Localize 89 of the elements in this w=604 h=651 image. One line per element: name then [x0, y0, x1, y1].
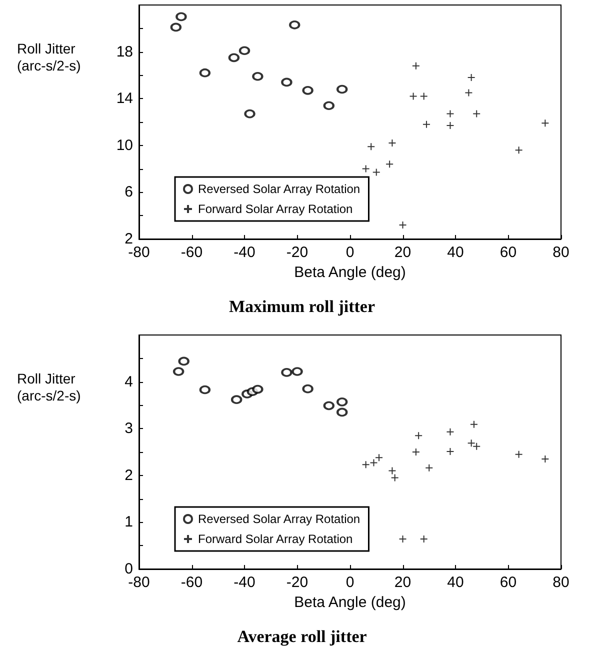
point: [375, 454, 384, 462]
point: [239, 46, 250, 56]
point: [412, 448, 420, 456]
y-tick-label: 14: [116, 90, 133, 108]
point: [446, 428, 454, 436]
point: [467, 74, 476, 82]
point: [372, 168, 380, 176]
point: [178, 356, 190, 366]
y-tick-label: 2: [124, 466, 133, 484]
y-tick-label: 18: [116, 43, 133, 60]
point: [362, 460, 370, 469]
point: [199, 68, 210, 78]
x-axis-title: Beta Angle (deg): [294, 594, 406, 611]
x-tick-label: -60: [180, 574, 203, 591]
x-tick-label: 20: [394, 244, 412, 261]
x-tick-label: -40: [234, 574, 256, 591]
point: [199, 385, 210, 394]
text: Average roll jitter: [237, 627, 368, 646]
point: [281, 368, 292, 377]
point: [541, 119, 550, 128]
point: [386, 160, 394, 168]
point: [231, 395, 242, 404]
y-tick-label: 1: [124, 514, 133, 531]
x-axis-title: Beta Angle (deg): [294, 264, 406, 281]
point: [472, 110, 481, 118]
point: [514, 146, 523, 154]
point: [289, 20, 300, 30]
point: [323, 101, 334, 110]
point: [370, 458, 378, 467]
x-tick-label: -60: [180, 244, 203, 261]
point: [336, 408, 348, 417]
point: [292, 367, 303, 376]
point: [252, 384, 264, 394]
x-tick-label: -20: [286, 244, 308, 261]
legend-label: Reversed Solar Array Rotation: [198, 512, 360, 526]
point: [390, 474, 399, 482]
point: [302, 384, 314, 394]
point: [514, 450, 523, 458]
point: [420, 92, 428, 100]
y-tick-label: 4: [124, 373, 133, 390]
legend-label: Forward Solar Array Rotation: [198, 202, 353, 216]
y-tick-label: 6: [124, 184, 133, 201]
point: [446, 122, 454, 130]
point: [388, 466, 396, 475]
legend-label: Reversed Solar Array Rotation: [198, 182, 360, 196]
point: [336, 84, 348, 94]
point: [422, 120, 430, 128]
point: [244, 109, 256, 118]
x-tick-label: 40: [447, 244, 464, 261]
point: [281, 78, 292, 87]
point: [446, 110, 454, 118]
x-tick-label: -20: [286, 574, 308, 591]
point: [362, 164, 370, 173]
x-tick-label: -40: [234, 244, 256, 261]
point: [425, 464, 434, 472]
x-tick-label: 60: [500, 244, 517, 261]
text: Maximum roll jitter: [228, 297, 376, 316]
point: [414, 432, 423, 440]
point: [446, 448, 454, 456]
point: [409, 92, 418, 100]
point: [302, 86, 314, 95]
x-tick-label: 0: [346, 244, 354, 261]
point: [470, 420, 478, 428]
point: [170, 22, 182, 32]
y-axis-title: Roll Jitter (arc-s/2-s): [17, 370, 81, 404]
x-tick-label: 0: [346, 574, 354, 591]
x-tick-label: 80: [552, 244, 570, 261]
x-tick-label: 40: [447, 574, 464, 591]
point: [228, 53, 240, 62]
point: [420, 535, 428, 544]
x-tick-label: 60: [500, 574, 517, 591]
point: [464, 88, 473, 97]
point: [323, 401, 334, 410]
point: [176, 12, 187, 22]
point: [336, 397, 348, 406]
point: [173, 367, 184, 376]
y-axis-title: Roll Jitter (arc-s/2-s): [17, 40, 81, 74]
point: [252, 72, 264, 81]
point: [541, 455, 550, 464]
point: [398, 220, 407, 229]
x-tick-label: 20: [394, 574, 412, 591]
y-tick-label: 10: [116, 136, 133, 154]
point: [412, 62, 420, 70]
point: [388, 139, 396, 148]
point: [367, 142, 376, 151]
point: [398, 535, 407, 544]
x-tick-label: 80: [552, 574, 570, 591]
y-tick-label: 3: [124, 420, 133, 438]
legend-label: Forward Solar Array Rotation: [198, 532, 353, 546]
